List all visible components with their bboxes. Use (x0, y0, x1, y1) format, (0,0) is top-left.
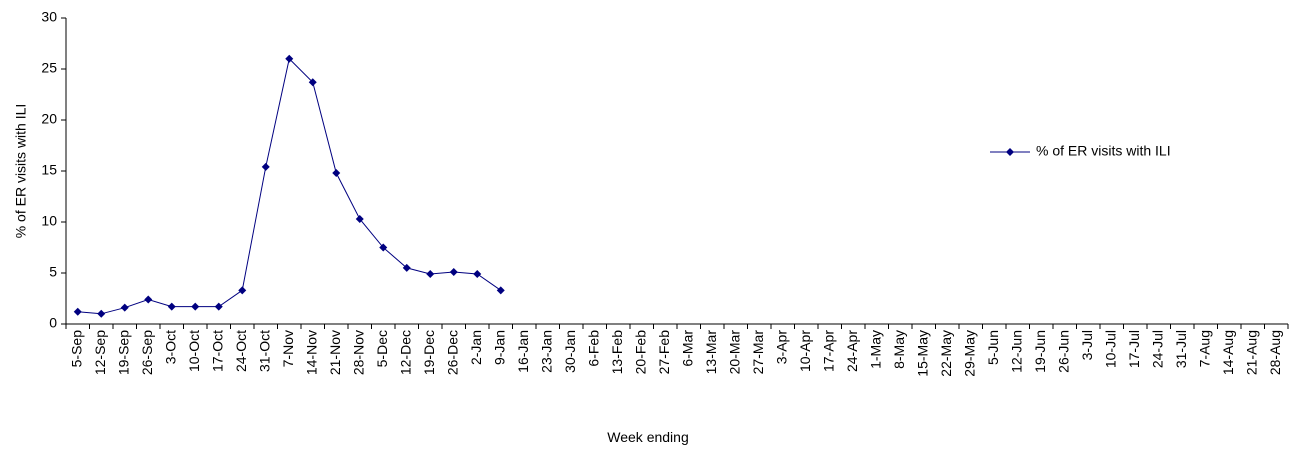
x-tick-label: 13-Mar (703, 330, 719, 375)
x-tick-label: 20-Feb (632, 330, 648, 375)
y-tick-label: 5 (49, 264, 57, 280)
y-tick-label: 25 (41, 60, 57, 76)
x-tick-label: 7-Nov (280, 330, 296, 367)
x-tick-label: 19-Jun (1032, 330, 1048, 373)
marker (496, 286, 505, 295)
marker (191, 302, 200, 311)
x-tick-label: 19-Sep (115, 330, 131, 375)
x-tick-label: 3-Apr (773, 330, 789, 365)
x-tick-label: 19-Dec (421, 330, 437, 375)
x-tick-label: 10-Jul (1102, 330, 1118, 368)
x-tick-label: 31-Oct (256, 330, 272, 372)
y-axis-label: % of ER visits with ILI (13, 104, 29, 239)
x-tick-label: 26-Jun (1055, 330, 1071, 373)
x-tick-label: 12-Dec (397, 330, 413, 375)
x-tick-label: 8-May (891, 330, 907, 369)
x-tick-label: 24-Apr (844, 330, 860, 372)
marker (379, 243, 388, 252)
y-tick-label: 10 (41, 213, 57, 229)
x-tick-label: 31-Jul (1173, 330, 1189, 368)
marker (308, 78, 317, 87)
marker (426, 270, 435, 279)
legend-marker (1006, 148, 1014, 156)
x-tick-label: 26-Dec (444, 330, 460, 375)
marker (97, 309, 106, 318)
x-tick-label: 5-Dec (374, 330, 390, 367)
marker (238, 286, 247, 295)
x-tick-label: 29-May (961, 330, 977, 377)
x-tick-label: 26-Sep (139, 330, 155, 375)
x-tick-label: 1-May (867, 330, 883, 369)
x-tick-label: 14-Nov (303, 330, 319, 375)
marker (261, 162, 270, 171)
x-tick-label: 5-Jun (985, 330, 1001, 365)
marker (214, 302, 223, 311)
x-tick-label: 5-Sep (68, 330, 84, 368)
marker (402, 263, 411, 272)
x-tick-label: 12-Sep (92, 330, 108, 375)
x-tick-label: 7-Aug (1196, 330, 1212, 367)
x-tick-label: 27-Mar (750, 330, 766, 375)
x-tick-label: 24-Jul (1149, 330, 1165, 368)
x-tick-label: 12-Jun (1008, 330, 1024, 373)
x-tick-label: 2-Jan (468, 330, 484, 365)
x-tick-label: 3-Oct (162, 330, 178, 364)
marker (73, 307, 82, 316)
x-tick-label: 17-Oct (209, 330, 225, 372)
marker (473, 270, 482, 279)
x-tick-label: 17-Jul (1126, 330, 1142, 368)
x-axis-label: Week ending (607, 429, 688, 445)
x-tick-label: 22-May (938, 330, 954, 377)
marker (144, 295, 153, 304)
x-tick-label: 23-Jan (538, 330, 554, 373)
x-tick-label: 24-Oct (233, 330, 249, 372)
x-tick-label: 17-Apr (820, 330, 836, 372)
x-tick-label: 16-Jan (515, 330, 531, 373)
line (77, 57, 502, 315)
y-tick-label: 30 (41, 9, 57, 25)
marker (167, 302, 176, 311)
x-tick-label: 30-Jan (562, 330, 578, 373)
x-tick-label: 6-Mar (679, 330, 695, 367)
x-tick-label: 14-Aug (1220, 330, 1236, 375)
marker (285, 54, 294, 63)
x-tick-label: 9-Jan (491, 330, 507, 365)
x-tick-label: 28-Aug (1267, 330, 1283, 375)
x-tick-label: 28-Nov (350, 330, 366, 375)
y-tick-label: 0 (49, 315, 57, 331)
legend-label: % of ER visits with ILI (1036, 143, 1171, 159)
x-tick-label: 15-May (914, 330, 930, 377)
marker (355, 214, 364, 223)
y-tick-label: 15 (41, 162, 57, 178)
x-tick-label: 10-Oct (186, 330, 202, 372)
x-tick-label: 13-Feb (609, 330, 625, 375)
x-tick-label: 6-Feb (585, 330, 601, 367)
x-tick-label: 21-Aug (1243, 330, 1259, 375)
x-tick-label: 27-Feb (656, 330, 672, 375)
x-tick-label: 20-Mar (726, 330, 742, 375)
x-tick-label: 21-Nov (327, 330, 343, 375)
marker (120, 303, 129, 312)
y-tick-label: 20 (41, 111, 57, 127)
marker (449, 267, 458, 276)
x-tick-label: 3-Jul (1079, 330, 1095, 360)
x-tick-label: 10-Apr (797, 330, 813, 372)
marker (332, 169, 341, 178)
